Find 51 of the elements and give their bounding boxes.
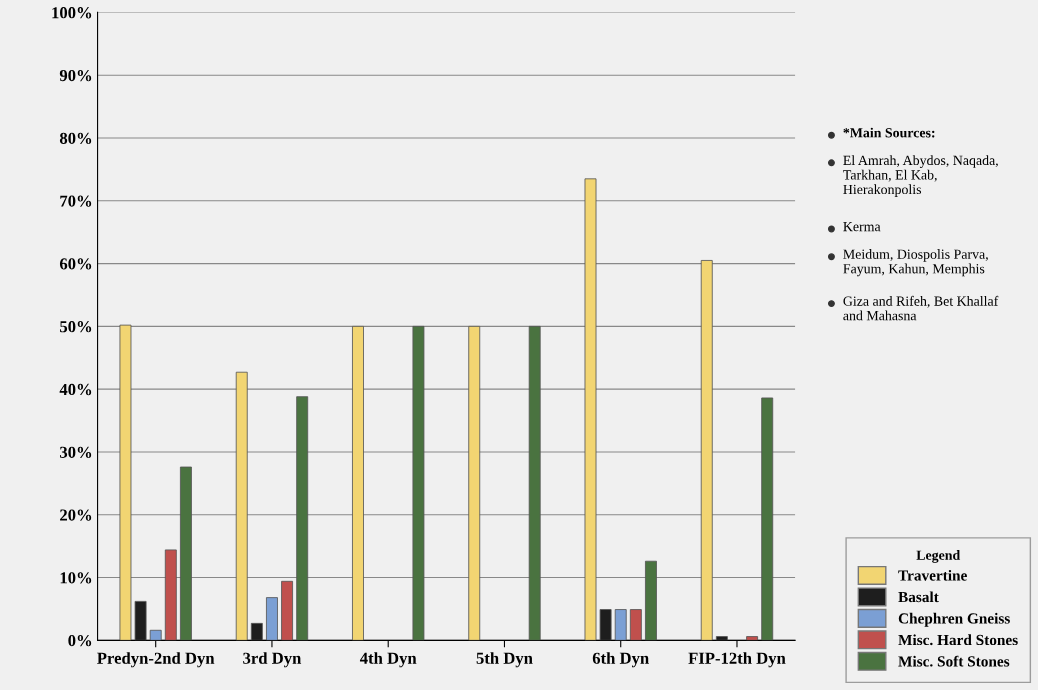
bar: [235, 371, 248, 641]
bar: [645, 560, 657, 641]
bar: [412, 325, 425, 641]
x-tick-label: 3rd Dyn: [243, 652, 302, 668]
x-tick-label: FIP-12th Dyn: [688, 652, 786, 668]
x-tick-label: 6th Dyn: [592, 652, 649, 668]
bar: [250, 622, 263, 641]
bar: [179, 466, 192, 641]
bar: [468, 325, 481, 641]
y-tick-label: 100%: [52, 7, 92, 19]
text: El Amrah, Abydos, Naqada, Tarkhan, El Kab, Hierakonpolis: [843, 155, 998, 197]
bar: [700, 260, 713, 641]
bar: [296, 396, 309, 641]
text: *Main Sources:: [843, 127, 935, 138]
bar: [266, 597, 278, 641]
bar: [629, 609, 642, 641]
y-tick-label: 50%: [60, 321, 92, 333]
y-tick-label: 90%: [59, 69, 92, 82]
y-tick-label: 80%: [59, 132, 92, 144]
x-tick-label: 5th Dyn: [476, 652, 533, 668]
bar: [352, 325, 364, 641]
bar: [584, 178, 597, 641]
legend-label: Basalt: [898, 591, 939, 603]
y-tick-label: 0%: [68, 635, 92, 647]
legend-label: Travertine: [898, 569, 967, 581]
bar: [746, 636, 759, 641]
legend-label: Chephren Gneiss: [898, 612, 1010, 627]
bar: [715, 636, 728, 641]
y-tick-label: 10%: [60, 572, 92, 584]
bar: [119, 324, 132, 641]
x-tick-label: 4th Dyn: [359, 652, 417, 668]
bar: [599, 609, 612, 641]
text: Meidum, Diospolis Parva, Fayum, Kahun, Memphis: [843, 249, 988, 277]
bar: [164, 549, 177, 641]
y-tick-label: 40%: [59, 383, 92, 396]
y-tick-label: 20%: [60, 509, 92, 521]
bar: [761, 397, 774, 641]
bar: [528, 325, 541, 641]
legend-title: Legend: [916, 550, 961, 563]
y-tick-label: 60%: [59, 258, 92, 270]
bar: [134, 600, 147, 641]
x-tick-label: Predyn-2nd Dyn: [97, 652, 215, 668]
legend-label: Misc. Soft Stones: [898, 655, 1010, 667]
y-tick-label: 30%: [60, 446, 92, 458]
bar: [614, 609, 627, 641]
text: Kerma: [843, 222, 881, 232]
text: Giza and Rifeh, Bet Khallaf and Mahasna: [843, 295, 999, 321]
legend-label: Misc. Hard Stones: [898, 634, 1018, 646]
bar: [149, 629, 162, 641]
y-tick-label: 70%: [60, 195, 92, 207]
bar: [281, 580, 294, 641]
